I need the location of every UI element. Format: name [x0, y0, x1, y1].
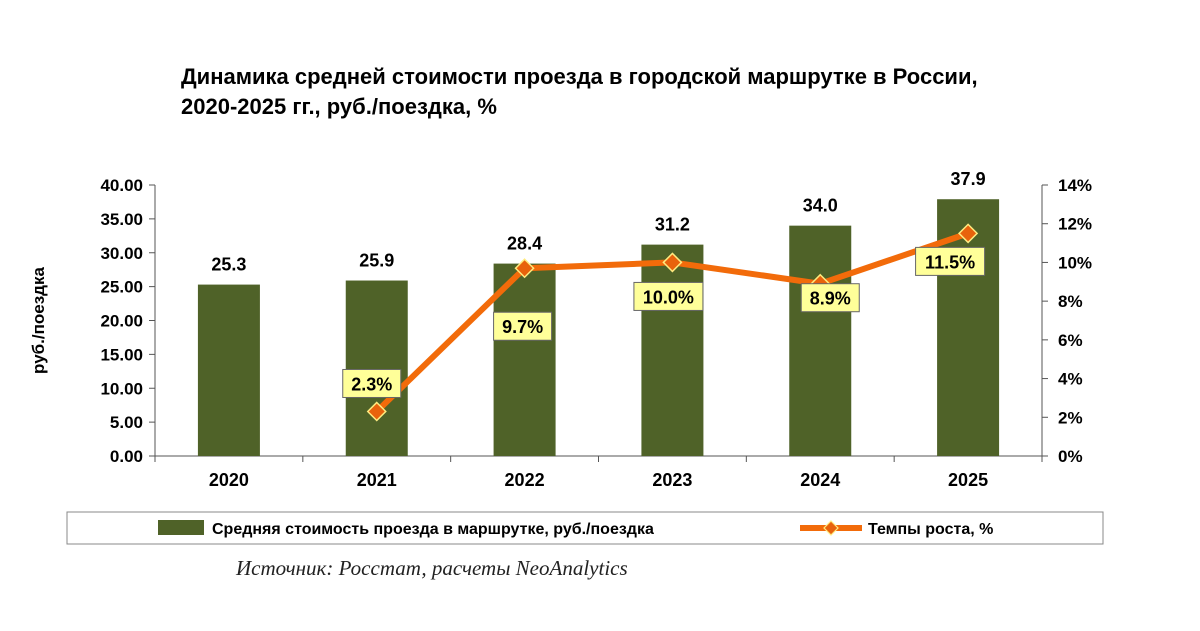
y-left-tick-label: 25.00 — [100, 278, 143, 297]
legend-bar-swatch — [158, 520, 204, 535]
chart-title: Динамика средней стоимости проезда в гор… — [181, 62, 1141, 122]
y-right-tick-label: 8% — [1058, 292, 1083, 311]
growth-value-label: 10.0% — [643, 287, 694, 307]
growth-value-label: 2.3% — [351, 374, 392, 394]
x-tick-label: 2021 — [357, 470, 397, 490]
growth-label-box — [342, 368, 402, 398]
growth-label-box — [915, 246, 986, 276]
bar-2021 — [345, 280, 408, 456]
x-tick-label: 2023 — [652, 470, 692, 490]
growth-label-box — [633, 281, 704, 311]
y-left-tick-label: 10.00 — [100, 379, 143, 398]
chart-title-line-2: 2020-2025 гг., руб./поездка, % — [181, 94, 497, 119]
y-right-tick-label: 0% — [1058, 447, 1083, 466]
bar-2023 — [641, 244, 704, 456]
bar-value-label: 31.2 — [655, 215, 690, 235]
y-right-tick-label: 4% — [1058, 370, 1083, 389]
legend-box — [66, 511, 1104, 545]
y-left-axis-label: руб./поездка — [29, 267, 48, 374]
legend-bar-label: Средняя стоимость проезда в маршрутке, р… — [212, 521, 654, 538]
growth-value-label: 8.9% — [810, 289, 851, 309]
y-left-tick-label: 30.00 — [100, 244, 143, 263]
x-tick-label: 2022 — [505, 470, 545, 490]
legend-line-label: Темпы роста, % — [868, 521, 993, 538]
growth-marker — [958, 223, 979, 244]
growth-marker — [366, 401, 387, 422]
y-right-tick-label: 6% — [1058, 331, 1083, 350]
bar-value-label: 34.0 — [803, 196, 838, 216]
growth-value-label: 9.7% — [502, 317, 543, 337]
source-note: Источник: Росстат, расчеты NeoAnalytics — [236, 556, 628, 580]
x-tick-label: 2020 — [209, 470, 249, 490]
y-left-tick-label: 5.00 — [110, 413, 143, 432]
growth-label-box — [800, 283, 860, 313]
growth-marker — [662, 252, 683, 273]
growth-marker — [514, 258, 535, 279]
bar-2024 — [789, 225, 852, 456]
bar-value-label: 28.4 — [507, 234, 542, 254]
growth-value-label: 11.5% — [925, 252, 975, 272]
chart-title-line-1: Динамика средней стоимости проезда в гор… — [181, 64, 978, 89]
y-right-tick-label: 12% — [1058, 215, 1092, 234]
y-right-tick-label: 14% — [1058, 176, 1092, 195]
growth-label-box — [493, 311, 553, 341]
y-right-tick-label: 10% — [1058, 253, 1092, 272]
bar-value-label: 37.9 — [951, 169, 986, 189]
y-left-tick-label: 15.00 — [100, 345, 143, 364]
legend-line-marker — [823, 520, 839, 536]
y-right-tick-label: 2% — [1058, 408, 1083, 427]
bar-2022 — [493, 263, 556, 456]
y-left-tick-label: 0.00 — [110, 447, 143, 466]
y-left-tick-label: 35.00 — [100, 210, 143, 229]
bar-value-label: 25.3 — [211, 255, 246, 275]
bar-2020 — [197, 284, 260, 456]
x-tick-label: 2024 — [800, 470, 840, 490]
y-left-tick-label: 40.00 — [100, 176, 143, 195]
bar-value-label: 25.9 — [359, 251, 394, 271]
x-tick-label: 2025 — [948, 470, 988, 490]
y-left-tick-label: 20.00 — [100, 312, 143, 331]
